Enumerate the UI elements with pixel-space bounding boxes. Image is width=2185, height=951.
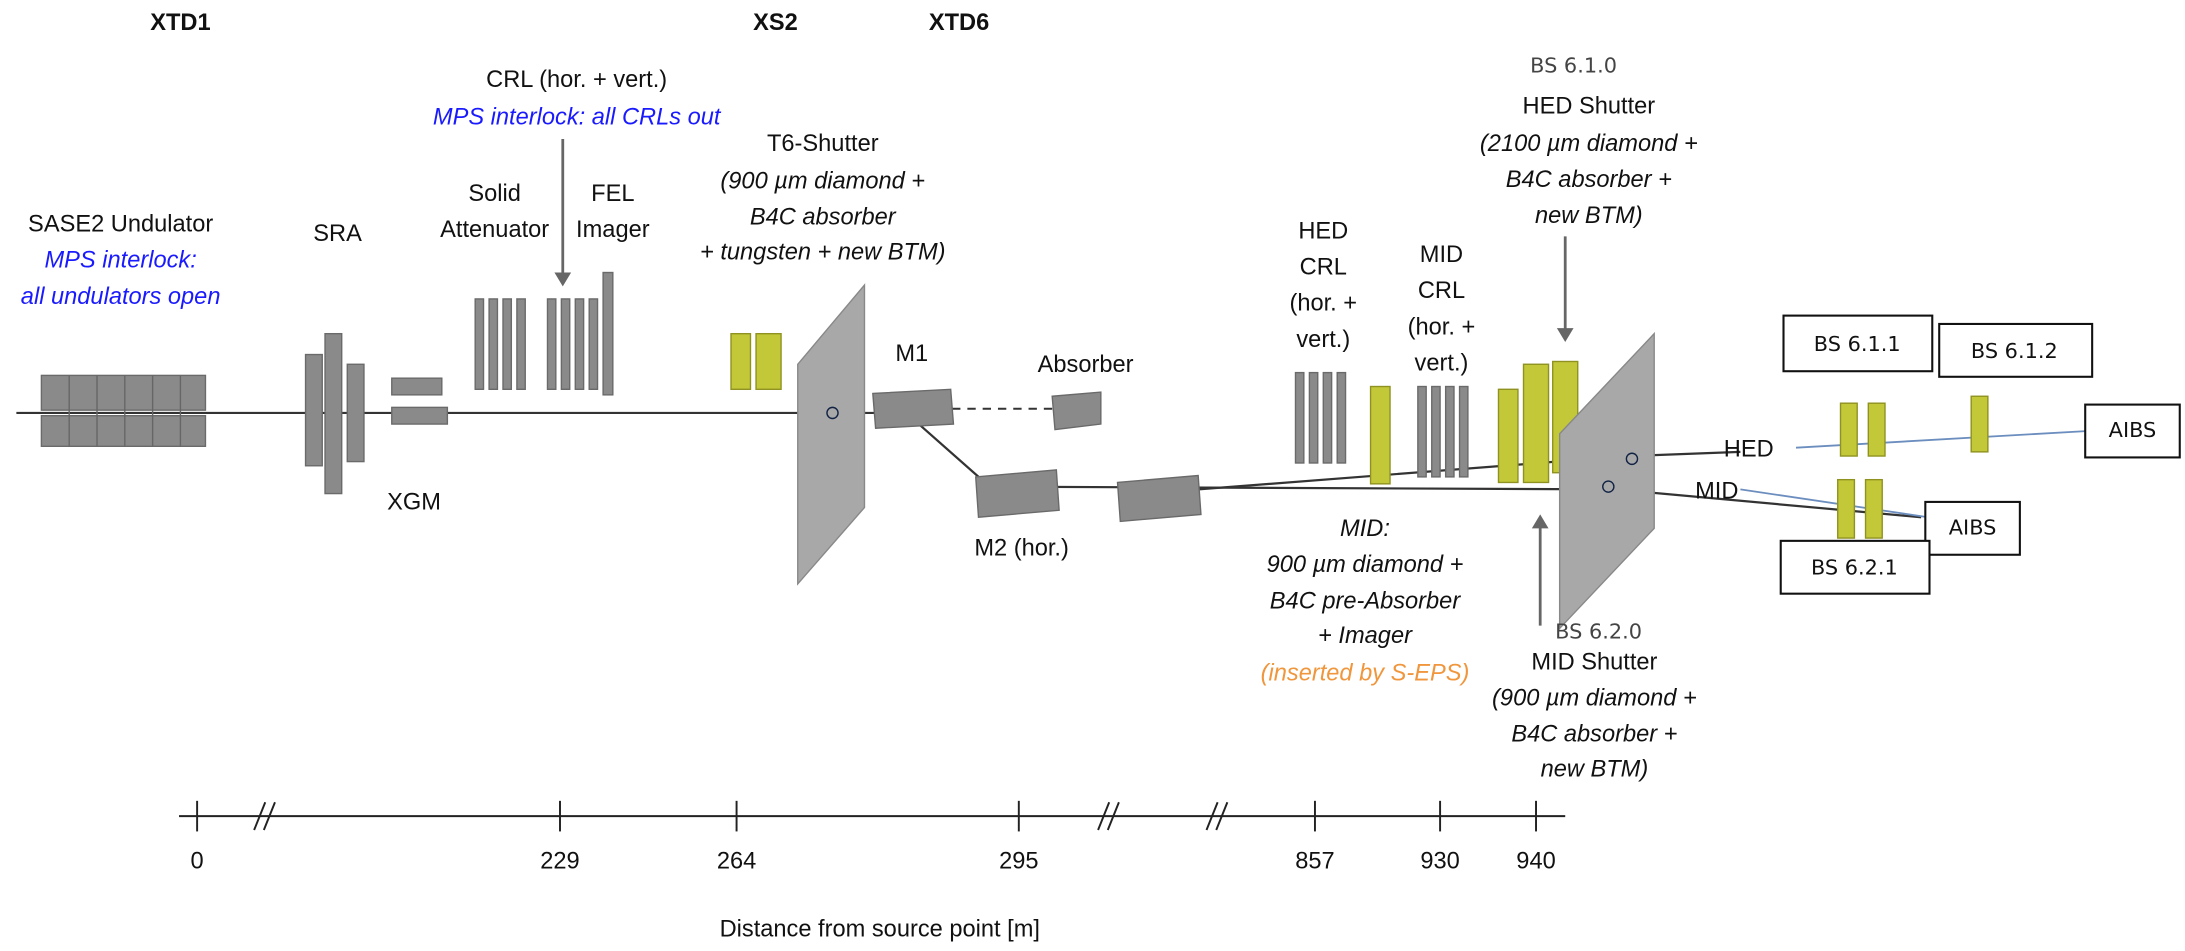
attenuator-device	[474, 298, 526, 390]
tick-label: 857	[1295, 848, 1334, 874]
note: MPS interlock:	[44, 248, 196, 274]
note: 900 µm diamond +	[1267, 552, 1464, 578]
box-label: BS 6.1.2	[1971, 339, 2058, 363]
section: XTD1	[150, 10, 210, 36]
tick-label: 229	[540, 848, 579, 874]
label: BS 6.2.0	[1555, 620, 1642, 644]
t6-shutter-device	[730, 283, 866, 586]
label: Absorber	[1038, 352, 1134, 378]
label: Solid	[468, 181, 521, 207]
sra-device	[304, 332, 365, 495]
note: new BTM)	[1535, 203, 1643, 229]
label: HED Shutter	[1523, 93, 1656, 119]
tick-label: 264	[717, 848, 756, 874]
box	[1938, 322, 2094, 378]
note: B4C absorber +	[1511, 722, 1677, 748]
label: vert.)	[1296, 327, 1350, 353]
crl-device	[546, 139, 614, 396]
label: HED	[1298, 218, 1348, 244]
label: SRA	[313, 221, 362, 247]
box	[2084, 403, 2181, 459]
branch-label: MID	[1695, 478, 1738, 504]
note: (900 µm diamond +	[1492, 686, 1697, 712]
label: CRL	[1418, 278, 1465, 304]
box	[1779, 539, 1931, 595]
box-label: BS 6.1.1	[1814, 332, 1901, 356]
axis-ticks: 0 229 264 295 857 930 940	[191, 800, 1556, 874]
label: CRL	[1300, 255, 1347, 281]
label: SASE2 Undulator	[28, 211, 213, 237]
note: new BTM)	[1541, 756, 1649, 782]
note: B4C absorber	[750, 205, 897, 231]
box-label: AIBS	[1949, 515, 1997, 539]
label: MID	[1420, 242, 1463, 268]
box	[1924, 500, 2021, 556]
note: (2100 µm diamond +	[1480, 131, 1698, 157]
branch-stoppers	[1837, 395, 1989, 539]
note: B4C pre-Absorber	[1270, 588, 1462, 614]
hed-mid-crls	[1294, 360, 1579, 485]
label: T6-Shutter	[767, 131, 879, 157]
hed-mid-shutter-wall	[1531, 236, 1655, 631]
xgm-device	[391, 377, 449, 425]
note: (inserted by S-EPS)	[1261, 661, 1470, 687]
box-label: AIBS	[2109, 418, 2157, 442]
tick-label: 940	[1516, 848, 1555, 874]
box	[1782, 314, 1934, 373]
branch-label: HED	[1724, 437, 1774, 463]
undulator-modules	[40, 374, 207, 447]
note: + Imager	[1318, 623, 1413, 649]
note: B4C absorber +	[1506, 167, 1672, 193]
label: M2 (hor.)	[974, 535, 1069, 561]
tick-label: 295	[999, 848, 1038, 874]
label: M1	[895, 341, 928, 367]
box-label: BS 6.2.1	[1811, 556, 1898, 580]
distance-axis	[179, 801, 1566, 831]
tick-label: 930	[1420, 848, 1459, 874]
note: + tungsten + new BTM)	[700, 239, 946, 265]
note: all undulators open	[21, 284, 221, 310]
label: (hor. +	[1408, 314, 1476, 340]
mirrors	[872, 388, 1202, 523]
label: MID Shutter	[1531, 649, 1657, 675]
axis-label: Distance from source point [m]	[720, 916, 1040, 942]
section: XS2	[753, 10, 798, 36]
tick-label: 0	[191, 848, 204, 874]
note: MPS interlock: all CRLs out	[433, 104, 722, 130]
label: Attenuator	[440, 217, 549, 243]
label: vert.)	[1415, 351, 1469, 377]
label: BS 6.1.0	[1530, 54, 1617, 78]
label: (hor. +	[1289, 291, 1357, 317]
section: XTD6	[929, 10, 989, 36]
note: (900 µm diamond +	[720, 168, 925, 194]
label: CRL (hor. + vert.)	[486, 67, 667, 93]
label: FEL	[591, 181, 634, 207]
note: MID:	[1340, 516, 1390, 542]
label: XGM	[387, 490, 441, 516]
label: Imager	[576, 217, 650, 243]
